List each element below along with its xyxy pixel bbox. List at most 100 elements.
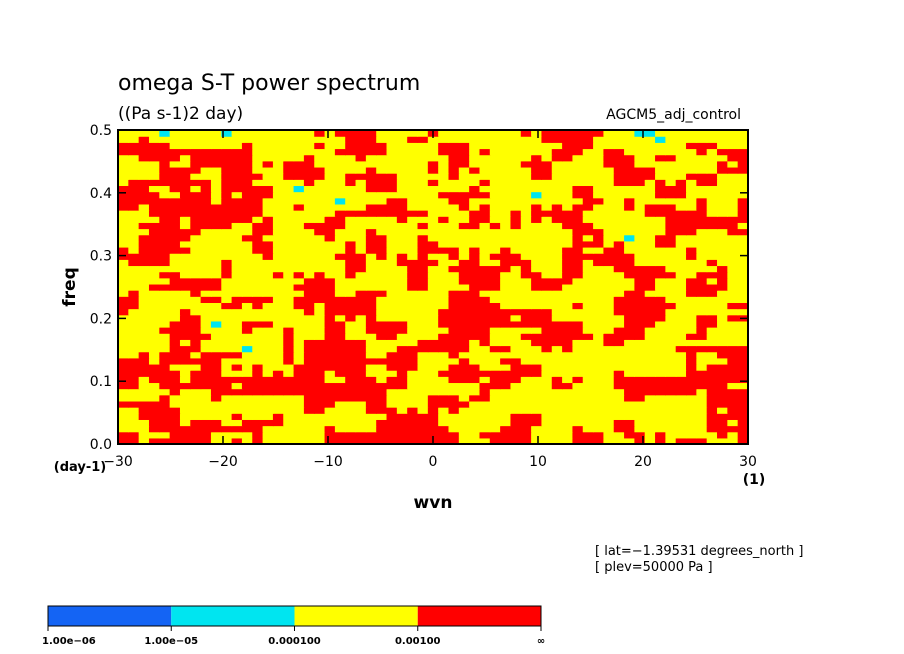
heatmap-cell [696,234,708,242]
heatmap-cell [489,154,501,162]
heatmap-cell [179,216,191,223]
heatmap-cell [303,376,315,384]
heatmap-cell [231,400,243,408]
heatmap-cell [345,419,357,427]
heatmap-cell [252,394,264,402]
heatmap-cell [293,185,305,193]
heatmap-cell [138,130,150,137]
heatmap-cell [520,345,532,353]
heatmap-cell [345,246,357,254]
heatmap-cell [489,130,501,137]
heatmap-cell [520,130,532,137]
heatmap-cell [479,216,491,223]
heatmap-cell [448,240,460,248]
heatmap-cell [376,179,388,187]
heatmap-cell [221,234,233,242]
heatmap-cell [314,277,326,285]
heatmap-cell [551,308,563,316]
heatmap-cell [231,394,243,402]
heatmap-cell [293,290,305,297]
heatmap-cell [283,130,295,137]
heatmap-cell [159,271,171,279]
heatmap-cell [438,339,450,347]
heatmap-cell [510,234,522,242]
heatmap-cell [727,154,739,162]
heatmap-cell [376,376,388,384]
heatmap-cell [644,339,656,347]
heatmap-cell [159,407,171,414]
heatmap-cell [458,222,470,230]
heatmap-cell [231,345,243,353]
heatmap-cell [427,327,439,334]
heatmap-cell [675,376,687,384]
heatmap-cell [551,333,563,340]
heatmap-cell [520,228,532,236]
heatmap-cell [717,210,728,217]
heatmap-cell [448,419,460,427]
heatmap-cell [458,394,470,402]
heatmap-cell [138,185,150,193]
heatmap-cell [675,314,687,322]
heatmap-cell [603,246,615,254]
heatmap-cell [376,265,388,273]
heatmap-cell [314,363,326,371]
heatmap-cell [489,345,501,353]
heatmap-cell [376,166,388,174]
heatmap-cell [118,283,129,291]
heatmap-cell [118,425,129,433]
heatmap-cell [696,419,708,427]
heatmap-cell [293,357,305,365]
heatmap-cell [737,265,749,273]
heatmap-cell [365,210,377,217]
heatmap-cell [417,203,429,211]
heatmap-cell [448,148,460,156]
heatmap-cell [386,400,398,408]
heatmap-cell [675,407,687,414]
heatmap-cell [427,160,439,168]
heatmap-cell [334,222,346,230]
heatmap-cell [169,240,181,248]
heatmap-cell [572,265,584,273]
heatmap-cell [593,320,605,328]
heatmap-cell [500,413,512,420]
heatmap-cell [190,437,202,445]
heatmap-cell [427,259,439,267]
heatmap-cell [469,234,481,242]
heatmap-cell [665,394,677,402]
heatmap-cell [386,351,398,359]
heatmap-cell [675,413,687,420]
heatmap-cell [417,179,429,187]
heatmap-cell [128,179,140,187]
heatmap-cell [644,130,656,137]
heatmap-cell [613,253,625,260]
heatmap-cell [582,210,594,217]
heatmap-cell [200,413,212,420]
heatmap-cell [324,400,336,408]
heatmap-cell [138,222,150,230]
heatmap-cell [210,437,222,445]
heatmap-cell [231,148,243,156]
heatmap-cell [438,160,450,168]
heatmap-cell [613,327,625,334]
heatmap-cell [252,339,264,347]
heatmap-cell [665,253,677,260]
heatmap-cell [417,240,429,248]
heatmap-cell [737,142,749,150]
heatmap-cell [675,148,687,156]
heatmap-cell [293,136,305,143]
heatmap-cell [376,283,388,291]
heatmap-cell [634,228,646,236]
heatmap-cell [438,173,450,180]
heatmap-cell [345,400,357,408]
heatmap-cell [386,160,398,168]
heatmap-cell [179,327,191,334]
heatmap-cell [345,357,357,365]
heatmap-cell [520,296,532,303]
heatmap-cell [200,437,212,445]
heatmap-cell [334,191,346,199]
heatmap-cell [541,308,553,316]
heatmap-cell [510,265,522,273]
heatmap-cell [727,148,739,156]
heatmap-cell [489,136,501,143]
heatmap-cell [262,419,274,427]
